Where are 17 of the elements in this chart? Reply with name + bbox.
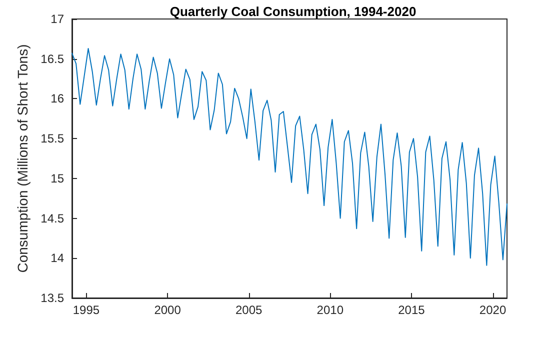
line-series [72,48,508,266]
y-tick-label: 16 [50,92,64,106]
x-tick-label: 1995 [72,303,100,317]
x-tick-label: 2010 [316,303,344,317]
y-tick-label: 16.5 [40,52,64,66]
y-tick-label: 14 [50,251,64,266]
y-tick-label: 14.5 [40,211,64,226]
y-tick-label: 13.5 [40,291,64,305]
y-tick-label: 15 [50,171,64,186]
y-axis-title: Consumption (Millions of Short Tons) [14,44,31,273]
y-tick-label: 15.5 [40,132,64,146]
x-tick-label: 2020 [479,303,506,317]
x-tick-label: 2000 [154,303,182,317]
x-tick-label: 2005 [235,303,263,317]
y-tick-label: 17 [50,12,64,26]
chart-title: Quarterly Coal Consumption, 1994-2020 [170,4,416,19]
x-tick-label: 2015 [398,303,426,317]
